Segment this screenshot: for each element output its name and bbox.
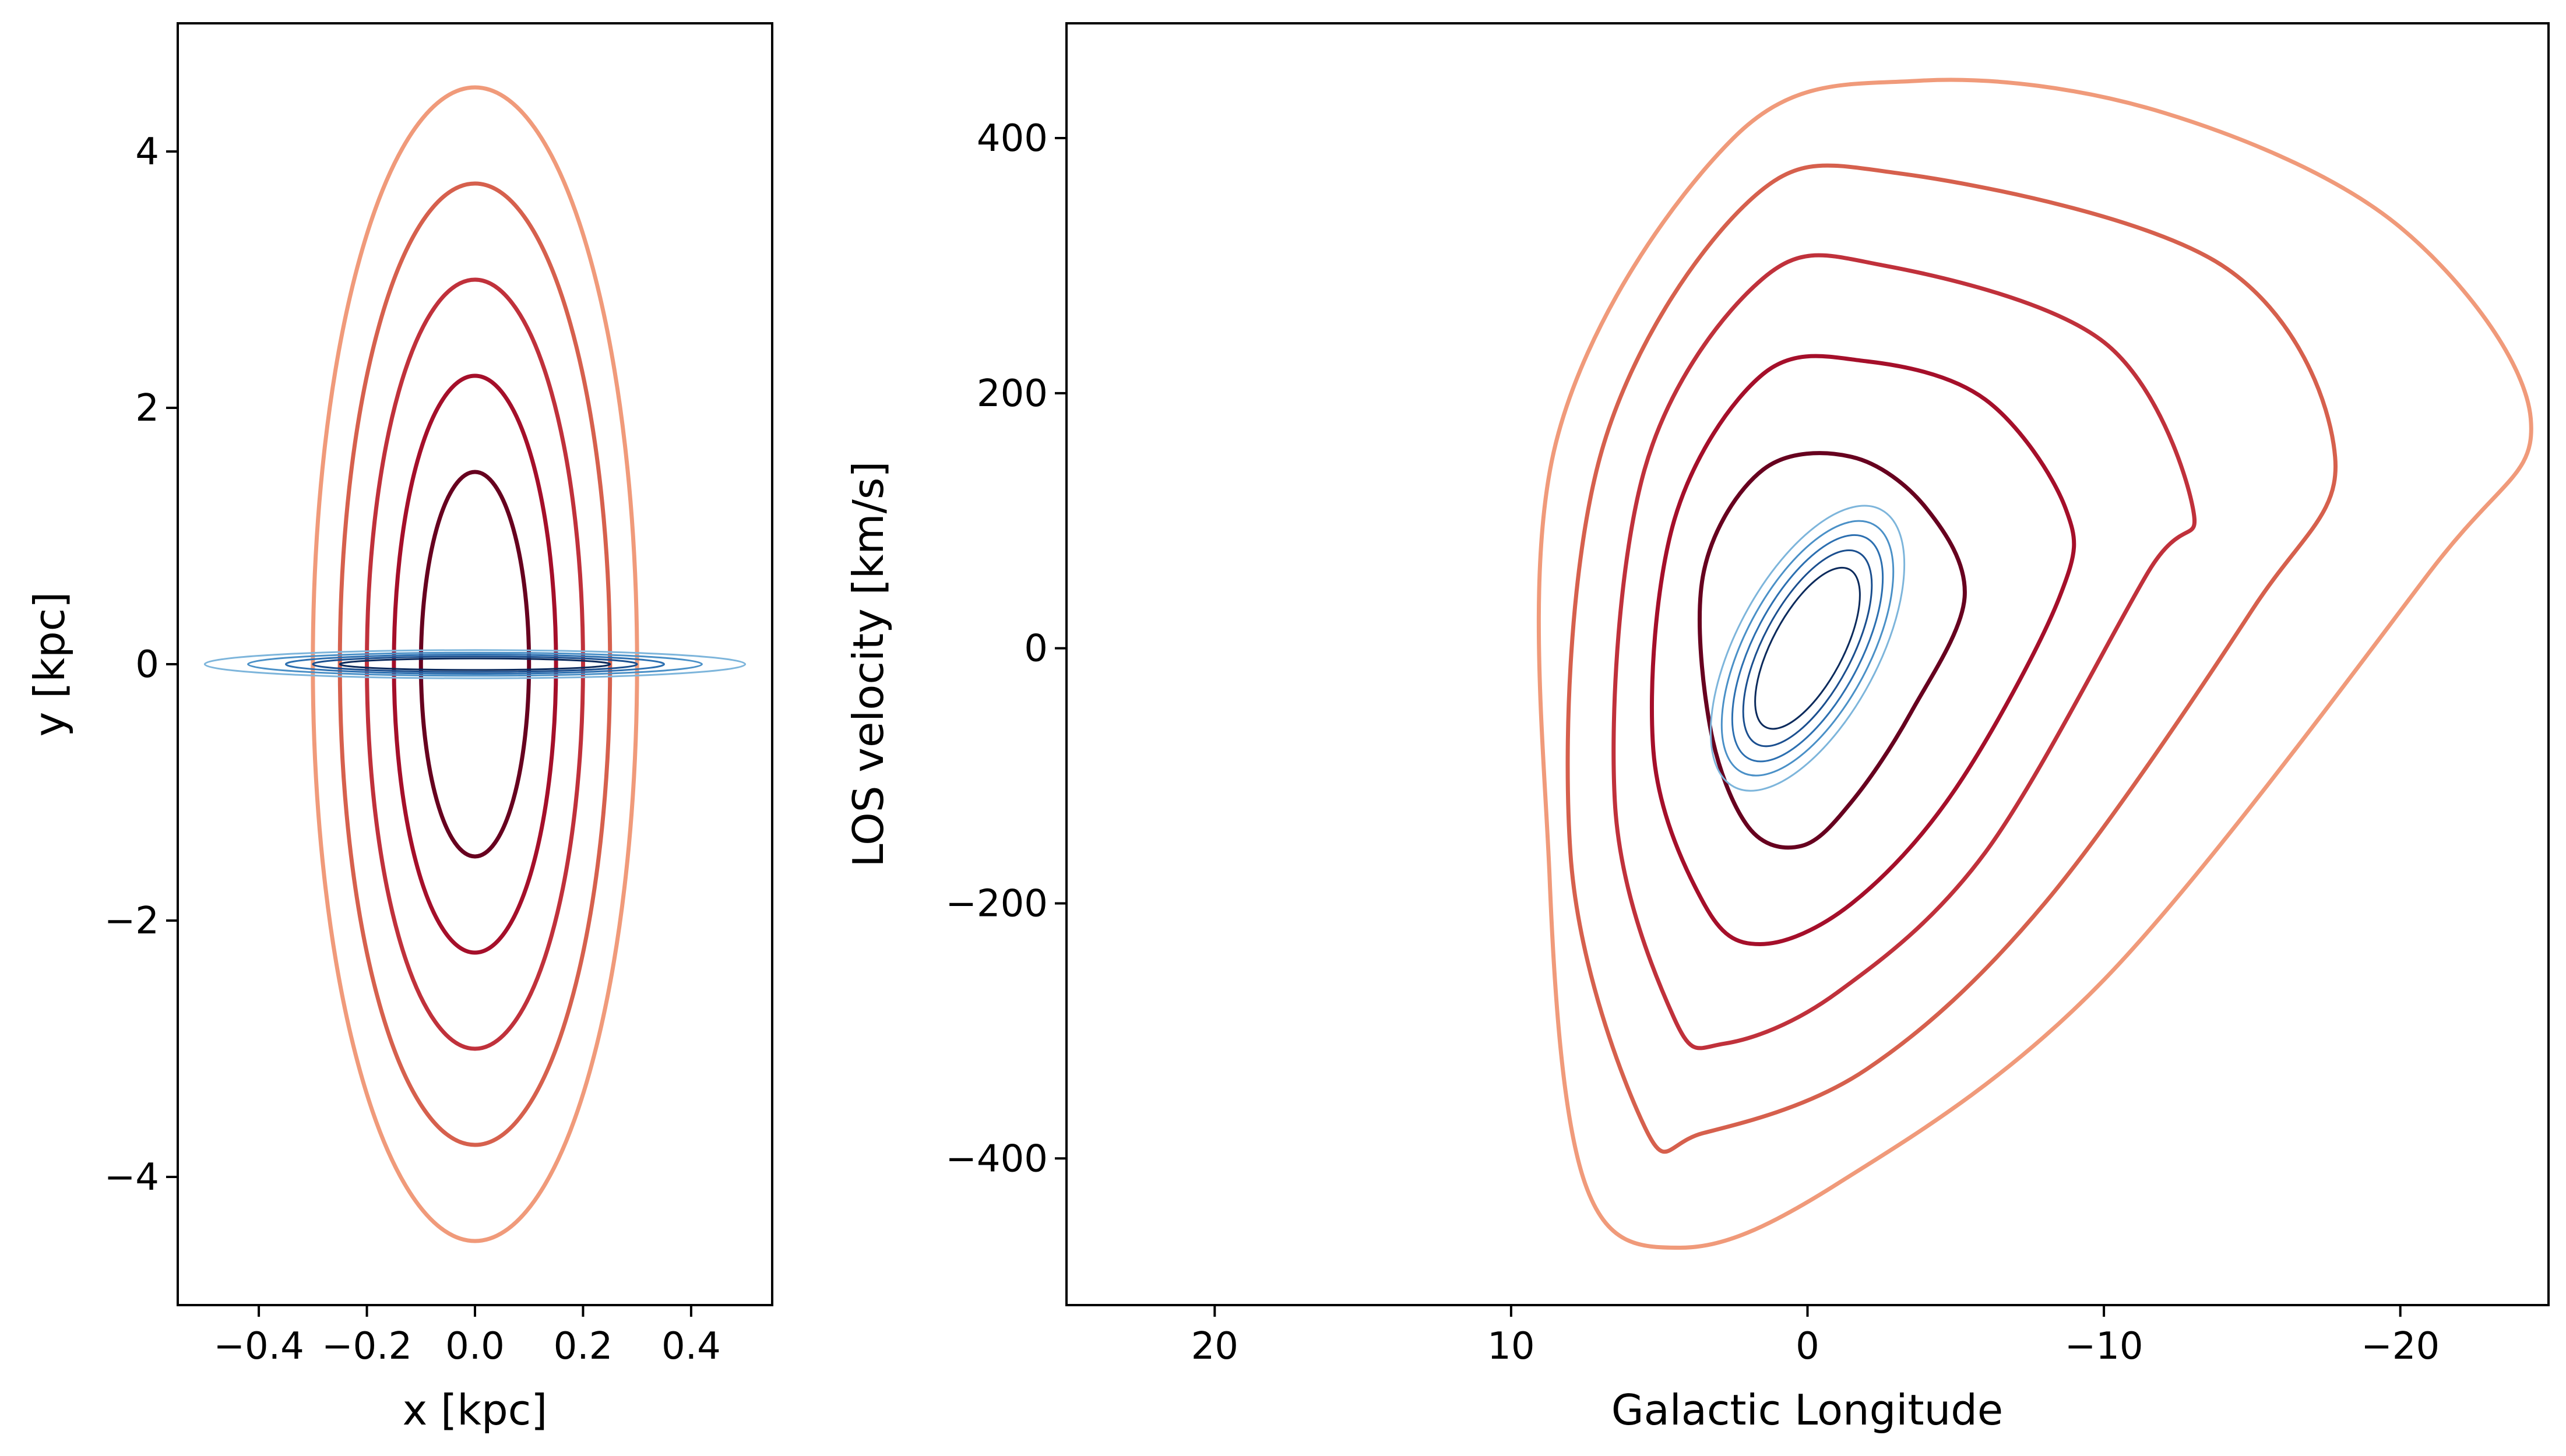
blue-contour-5 xyxy=(203,649,747,679)
left-y-axis-label: y [kpc] xyxy=(25,592,74,737)
blue-contour-4 xyxy=(1720,520,1895,777)
red-contour-5 xyxy=(1536,77,2533,1250)
y-tick-label: −2 xyxy=(104,900,159,943)
y-tick-label: 400 xyxy=(977,117,1048,160)
x-tick-label: 0.4 xyxy=(661,1325,721,1368)
blue-contour-5 xyxy=(1709,505,1906,792)
right-y-ticks: −400 −200 0 200 400 xyxy=(945,117,1066,1180)
y-tick-label: −4 xyxy=(104,1156,159,1199)
blue-contour-4 xyxy=(247,651,703,677)
blue-contour-1 xyxy=(339,657,611,671)
x-tick-label: 10 xyxy=(1487,1325,1534,1368)
y-tick-label: 2 xyxy=(135,387,159,430)
right-panel: 20 10 0 −10 −20 −400 −200 0 200 400 Galactic Lon… xyxy=(844,22,2550,1434)
right-axes-frame xyxy=(1065,22,2550,1306)
blue-contour-3 xyxy=(1731,534,1884,763)
left-x-axis-label: x [kpc] xyxy=(403,1386,548,1434)
red-contour-2 xyxy=(392,373,558,955)
red-contour-5 xyxy=(311,85,639,1243)
red-contour-1 xyxy=(1698,451,1967,850)
blue-contour-3 xyxy=(284,654,666,675)
x-tick-label: 20 xyxy=(1191,1325,1238,1368)
y-tick-label: −200 xyxy=(945,882,1048,925)
x-tick-label: −0.2 xyxy=(322,1325,412,1368)
y-tick-label: 200 xyxy=(977,372,1048,415)
x-tick-label: 0.2 xyxy=(554,1325,613,1368)
red-contour-2 xyxy=(1649,354,2076,947)
x-tick-label: 0.0 xyxy=(445,1325,505,1368)
red-contour-3 xyxy=(365,277,585,1051)
blue-contour-2 xyxy=(1742,549,1873,748)
left-axes-frame xyxy=(177,22,773,1306)
right-x-ticks: 20 10 0 −10 −20 xyxy=(1191,1305,2440,1368)
x-tick-label: −20 xyxy=(2361,1325,2440,1368)
red-contour-4 xyxy=(1565,163,2338,1154)
left-contours xyxy=(203,85,747,1243)
y-tick-label: 0 xyxy=(135,643,159,686)
red-contour-3 xyxy=(1611,253,2197,1050)
x-tick-label: 0 xyxy=(1796,1325,1819,1368)
y-tick-label: −400 xyxy=(945,1137,1048,1180)
right-y-axis-label: LOS velocity [km/s] xyxy=(844,461,893,868)
right-contours xyxy=(1536,77,2533,1250)
right-x-axis-label: Galactic Longitude xyxy=(1611,1386,2003,1434)
left-y-ticks: −4 −2 0 2 4 xyxy=(104,131,178,1199)
red-contour-1 xyxy=(418,470,531,859)
red-contour-4 xyxy=(337,181,613,1147)
y-tick-label: 4 xyxy=(135,131,159,174)
y-tick-label: 0 xyxy=(1024,627,1048,671)
x-tick-label: −0.4 xyxy=(213,1325,304,1368)
left-x-ticks: −0.4 −0.2 0.0 0.2 0.4 xyxy=(213,1305,721,1368)
blue-contour-1 xyxy=(1754,566,1861,730)
x-tick-label: −10 xyxy=(2065,1325,2143,1368)
blue-contour-2 xyxy=(312,655,638,673)
left-panel: −0.4 −0.2 0.0 0.2 0.4 −4 −2 0 2 4 x [kpc] y [kpc… xyxy=(25,22,773,1434)
